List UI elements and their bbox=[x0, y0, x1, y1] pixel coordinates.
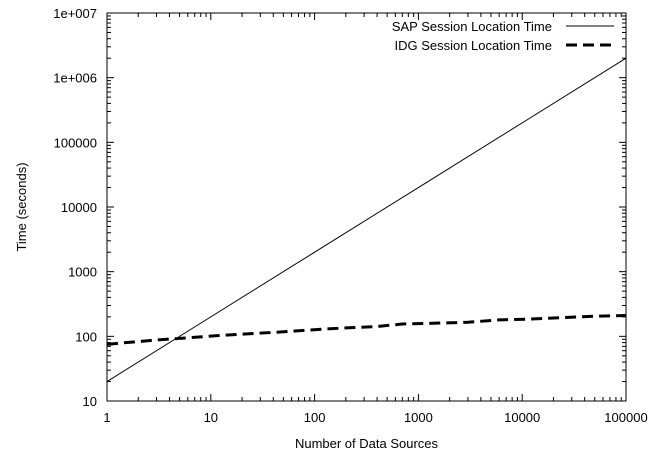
x-axis-title: Number of Data Sources bbox=[295, 436, 439, 451]
x-tick-label: 10 bbox=[204, 410, 218, 425]
y-tick-label: 1e+007 bbox=[53, 6, 97, 21]
y-axis-title: Time (seconds) bbox=[14, 162, 29, 251]
series-line-sap bbox=[106, 57, 627, 382]
y-tick-label: 10000 bbox=[61, 200, 97, 215]
ticks bbox=[106, 12, 627, 402]
plot-lines bbox=[106, 57, 627, 382]
x-tick-label: 10000 bbox=[504, 410, 540, 425]
x-tick-label: 1 bbox=[103, 410, 110, 425]
legend: SAP Session Location Time IDG Session Loc… bbox=[392, 19, 614, 53]
x-tick-label: 100000 bbox=[604, 410, 647, 425]
x-tick-label: 1000 bbox=[404, 410, 433, 425]
y-tick-label: 10 bbox=[83, 394, 97, 409]
plot-frame bbox=[106, 12, 627, 402]
tick-labels: 1 10 100 1000 10000 100000 10 100 1000 10000 10000… bbox=[53, 6, 647, 425]
series-line-idg bbox=[106, 314, 627, 346]
y-tick-label: 1e+006 bbox=[53, 71, 97, 86]
legend-label: IDG Session Location Time bbox=[394, 38, 552, 53]
y-tick-label: 100000 bbox=[54, 135, 97, 150]
y-tick-label: 100 bbox=[75, 329, 97, 344]
y-tick-label: 1000 bbox=[68, 265, 97, 280]
legend-label: SAP Session Location Time bbox=[392, 19, 552, 34]
x-tick-label: 100 bbox=[304, 410, 326, 425]
